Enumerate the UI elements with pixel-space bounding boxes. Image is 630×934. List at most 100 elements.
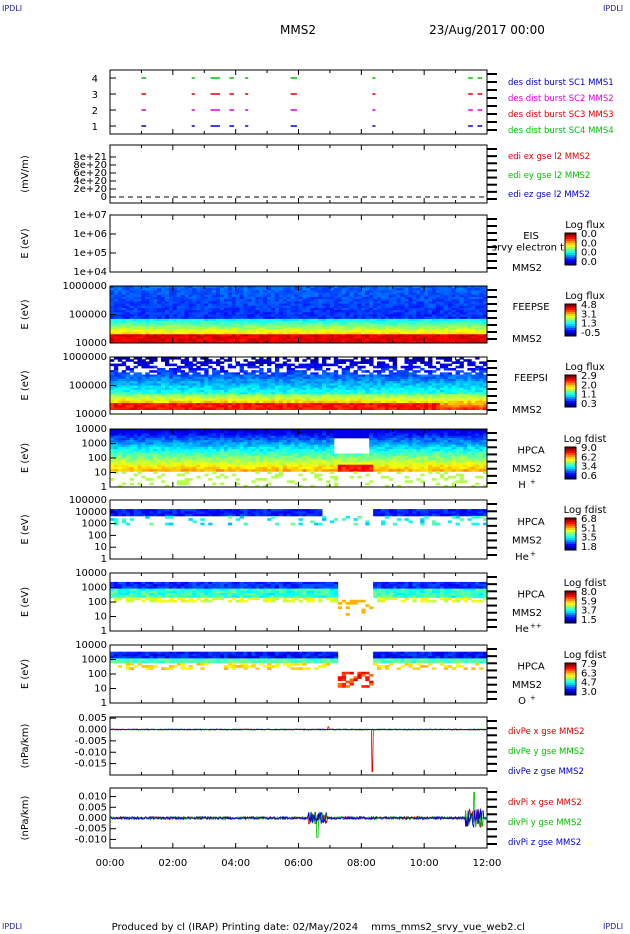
feepsi-cell (282, 403, 288, 406)
feepsi-cell (471, 370, 476, 373)
feepsi-cell (129, 370, 134, 373)
feepsi-cell (349, 389, 354, 393)
feepsi-cell (400, 396, 405, 400)
feepse-cell (212, 334, 217, 337)
feepse-cell (294, 329, 299, 333)
feepsi-cell (271, 392, 276, 395)
feepsi-cell (392, 398, 398, 402)
feepse-cell (479, 310, 484, 313)
feepse-cell (208, 290, 213, 293)
feepse-cell (361, 288, 366, 291)
feepsi-cell (298, 370, 303, 373)
feepsi-cell (357, 385, 362, 389)
feepse-cell (475, 296, 480, 300)
feepsi-cell (274, 392, 280, 395)
feepsi-cell (396, 378, 402, 382)
feepse-cell (125, 305, 131, 309)
feepse-cell (459, 312, 464, 315)
feepse-cell (141, 292, 146, 296)
feepsi-cell (149, 374, 154, 378)
feepsi-cell (459, 370, 464, 373)
feepsi-cell (223, 394, 229, 397)
feepse-cell (479, 329, 484, 333)
feepsi-cell (117, 396, 123, 400)
feepsi-cell (247, 381, 252, 384)
feepsi-cell (439, 407, 445, 411)
feepsi-cell (212, 389, 217, 393)
feepse-cell (223, 321, 229, 324)
feepsi-cell (286, 359, 292, 362)
feepse-cell (416, 332, 421, 335)
feepse-cell (349, 296, 354, 300)
feepsi-cell (216, 359, 221, 362)
feepsi-cell (137, 383, 142, 386)
feepsi-cell (408, 392, 413, 395)
feepsi-cell (223, 374, 229, 378)
feepse-cell (357, 303, 362, 307)
feepse-cell (432, 329, 437, 333)
feepse-cell (282, 312, 288, 315)
feepsi-cell (357, 381, 362, 384)
feepse-cell (302, 301, 307, 304)
feepse-cell (463, 303, 468, 307)
feepse-cell (388, 307, 394, 311)
feepsi-cell (145, 363, 150, 367)
feepse-cell (384, 314, 390, 318)
feepse-cell (361, 310, 366, 313)
feepse-cell (153, 288, 158, 291)
feepse-cell (117, 312, 123, 315)
feepse-cell (392, 325, 398, 329)
feepsi-cell (137, 363, 142, 367)
feepse-cell (196, 310, 201, 313)
feepse-cell (369, 294, 374, 298)
feepse-cell (451, 332, 456, 335)
feepsi-cell (349, 372, 354, 375)
panel-burst-frame (109, 69, 488, 135)
feepsi-cell (345, 396, 350, 400)
feepsi-cell (337, 403, 343, 406)
feepse-cell (377, 323, 382, 326)
feepsi-cell (255, 400, 260, 404)
feepsi-cell (392, 363, 398, 367)
feepse-cell (271, 301, 276, 304)
feepsi-cell (149, 381, 154, 384)
feepsi-cell (361, 365, 366, 369)
feepse-cell (428, 334, 433, 337)
feepse-cell (357, 312, 362, 315)
feepse-cell (133, 327, 138, 331)
feepsi-cell (243, 378, 248, 382)
feepsi-cell (110, 372, 115, 375)
feepse-cell (219, 307, 225, 311)
feepsi-cell (392, 372, 398, 375)
feepse-cell (463, 292, 468, 296)
feepse-cell (432, 334, 437, 337)
feepsi-cell (329, 398, 335, 402)
feepse-cell (455, 305, 460, 309)
feepsi-cell (322, 370, 327, 373)
feepse-cell (121, 299, 127, 302)
feepse-cell (251, 307, 256, 311)
feepsi-cell (129, 405, 134, 408)
feepsi-cell (259, 381, 264, 384)
feepsi-cell (274, 403, 280, 406)
feepse-cell (404, 329, 409, 333)
feepsi-cell (353, 370, 358, 373)
feepse-cell (357, 340, 362, 344)
feepsi-cell (361, 387, 366, 391)
feepse-cell (333, 294, 339, 298)
feepsi-cell (341, 389, 347, 393)
feepsi-cell (219, 398, 225, 402)
feepsi-cell (377, 403, 382, 406)
feepse-cell (161, 303, 166, 307)
feepsi-cell (271, 389, 276, 393)
feepsi-cell (349, 392, 354, 395)
feepsi-cell (188, 407, 193, 411)
feepsi-cell (384, 378, 390, 382)
eis-colorbar-cell (565, 239, 576, 242)
feepse-cell (432, 299, 437, 302)
feepsi-cell (212, 398, 217, 402)
feepse-cell (322, 314, 327, 318)
feepsi-cell (176, 383, 182, 386)
feepsi-cell (314, 376, 319, 380)
feepsi-cell (286, 376, 292, 380)
